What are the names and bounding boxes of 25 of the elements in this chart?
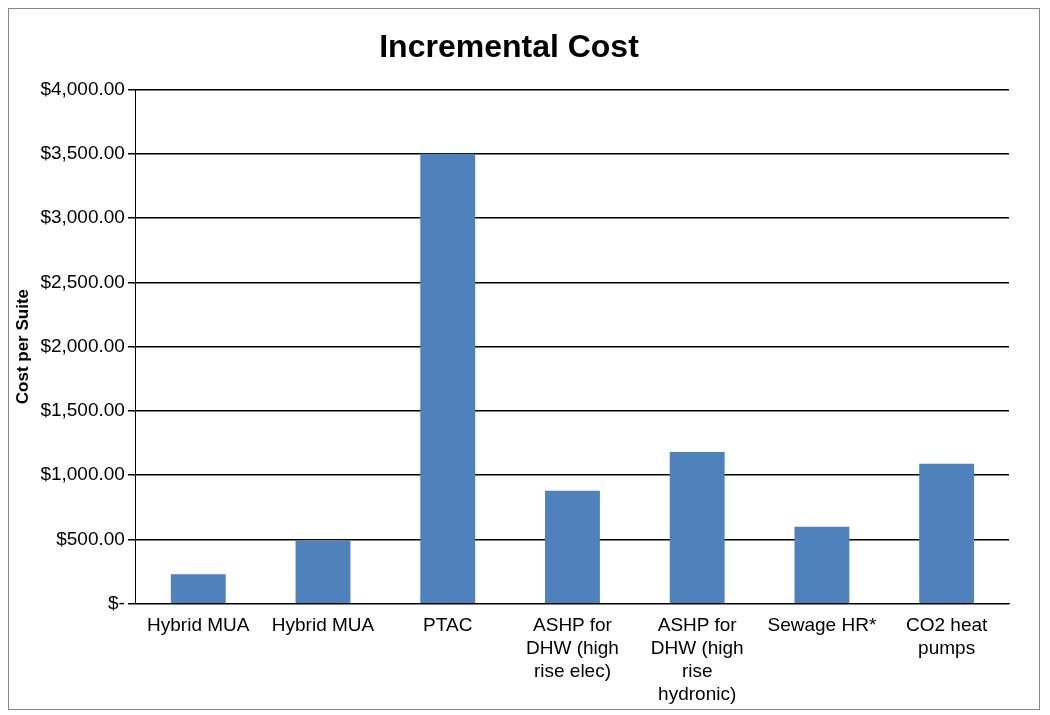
x-tick-label: Sewage HR* [767,614,877,636]
bar [170,574,226,604]
x-tick-label: Hybrid MUA [271,614,375,636]
y-tick-label: $- [108,592,125,614]
bar [794,526,850,604]
x-tick-label: ASHP for DHW (high rise hydronic) [650,614,744,704]
bar [545,490,600,604]
y-tick-label: $1,500.00 [40,399,125,421]
bar [420,153,476,604]
y-tick-label: $3,500.00 [40,141,125,163]
bar [919,463,975,604]
x-tick-label: Hybrid MUA [147,614,250,636]
chart-title: Incremental Cost [379,28,640,65]
y-tick-label: $4,000.00 [40,77,125,99]
y-tick-label: $2,500.00 [40,270,125,292]
y-tick-label: $500.00 [56,527,125,549]
x-tick-label: PTAC [423,614,473,636]
y-tick-label: $1,000.00 [40,463,125,485]
x-tick-label: ASHP for DHW (high rise elec) [526,614,619,682]
y-tick-label: $2,000.00 [40,334,125,356]
x-tick-label: CO2 heat pumps [905,614,989,659]
y-tick-label: $3,000.00 [40,206,125,228]
bar [295,540,351,604]
y-axis-title: Cost per Suite [12,288,32,405]
bar [669,452,725,604]
